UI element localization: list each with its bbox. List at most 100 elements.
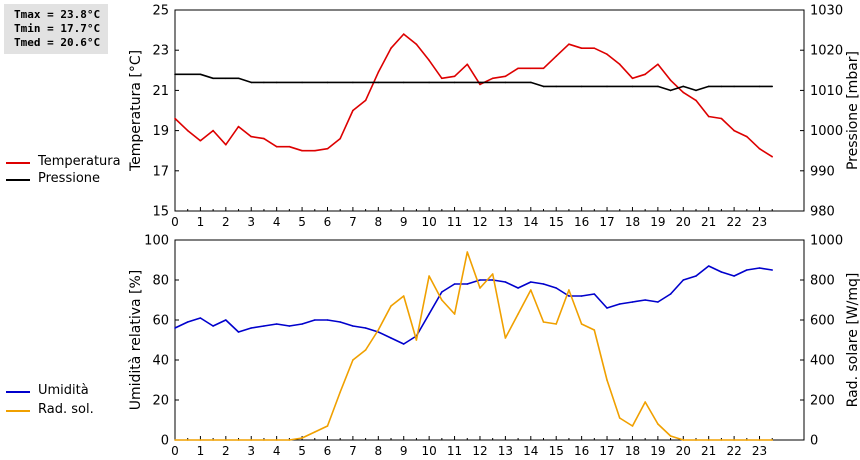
chart1-series-2-point: [606, 85, 608, 88]
chart2-series-1-point: [733, 275, 735, 277]
chart2-series-1-point: [263, 325, 265, 327]
chart2-series-1-point: [314, 319, 316, 321]
chart1-series-2-point: [479, 81, 481, 84]
chart2-series-2-point: [669, 435, 672, 437]
chart1-series-2-point: [237, 77, 240, 80]
chart1-series-2-point: [758, 85, 761, 88]
chart2-series-2-point: [441, 299, 443, 301]
chart2-series-2-point: [491, 273, 494, 275]
chart1-series-2-point: [707, 85, 710, 88]
stats-box: Tmax = 23.8°C Tmin = 17.7°C Tmed = 20.6°…: [4, 4, 108, 54]
legend-label-pressione: Pressione: [38, 171, 101, 186]
chart1-series-1-point: [263, 137, 265, 140]
chart1-series-1-point: [339, 137, 342, 140]
chart1-series-1-point: [530, 67, 532, 70]
chart2-yleft-tick-label: 40: [152, 354, 169, 369]
chart2-series-2-point: [263, 439, 265, 441]
chart1-series-2-point: [250, 81, 252, 84]
chart1-series-1-point: [580, 47, 583, 49]
chart1-series-1-point: [301, 149, 303, 152]
chart2-series-1-point: [288, 325, 291, 327]
legend-label-radsol: Rad. sol.: [38, 402, 94, 417]
chart1-series-2-point: [428, 81, 430, 84]
chart1-series-2-point: [212, 77, 214, 80]
chart2-series-2-point: [758, 439, 761, 441]
chart1-x-tick-label: 14: [523, 215, 538, 229]
chart1-series-1-point: [758, 147, 761, 150]
chart1-yleft-tick-label: 23: [152, 44, 169, 59]
chart1-series-2-point: [225, 77, 227, 80]
chart2-series-2-point: [580, 323, 583, 325]
chart1-series-1-point: [453, 75, 456, 78]
chart1-yright-title: Pressione [mbar]: [845, 51, 860, 170]
chart2-series-2-point: [326, 425, 329, 427]
chart2-series-2-point: [390, 305, 392, 307]
chart2-series-1-point: [606, 307, 608, 309]
chart1-series-1-point: [491, 77, 494, 80]
chart1-series-1-point: [555, 55, 557, 57]
legend-label-temperatura: Temperatura: [38, 154, 121, 169]
chart1-x-tick-label: 6: [324, 215, 332, 229]
chart1-x-tick-label: 4: [273, 215, 281, 229]
chart2-series-2-point: [352, 359, 354, 361]
chart2-x-tick-label: 9: [400, 444, 408, 458]
chart2-series-1-point: [479, 279, 481, 281]
legend-swatch-pressione: [6, 179, 30, 181]
chart2-series-2-point: [453, 313, 456, 315]
chart1-x-tick-label: 11: [447, 215, 462, 229]
chart2-series-2-point: [682, 439, 685, 441]
chart1-series-2-point: [555, 85, 557, 88]
chart1-series-2-point: [377, 81, 380, 84]
chart2-series-1-point: [174, 327, 176, 329]
chart1-series-2-point: [542, 85, 545, 88]
chart1-series-1-point: [390, 47, 392, 49]
chart2-series-2-point: [530, 289, 532, 291]
chart1-series-2-point: [580, 85, 583, 88]
chart2-series-1-point: [720, 271, 723, 273]
chart1-x-tick-label: 5: [298, 215, 306, 229]
chart1-x-tick-label: 7: [349, 215, 357, 229]
chart2-series-1-point: [618, 303, 621, 305]
chart1-series-2-point: [199, 73, 202, 76]
chart2-series-2-point: [695, 439, 697, 441]
chart2-series-2-point: [466, 251, 469, 253]
chart2-series-2-point: [479, 287, 481, 289]
chart2-series-2-point: [364, 349, 367, 351]
stat-tmax: Tmax = 23.8°C: [14, 8, 101, 21]
chart2-series-2-point: [314, 431, 316, 433]
chart2-series-2-point: [746, 439, 748, 441]
chart1-series-1-point: [479, 83, 481, 86]
chart2-x-tick-label: 2: [222, 444, 230, 458]
chart2-series-1-point: [631, 301, 634, 303]
chart2-x-tick-label: 15: [549, 444, 564, 458]
chart2-series-1-point: [225, 319, 227, 321]
chart2-series-1-point: [682, 279, 685, 281]
chart1-x-tick-label: 18: [625, 215, 640, 229]
chart1-series-2-point: [301, 81, 303, 84]
chart1-yleft-tick-label: 25: [152, 4, 169, 19]
chart1-series-1-point: [707, 115, 710, 118]
chart1-x-tick-label: 3: [247, 215, 255, 229]
chart1-series-2-point: [326, 81, 329, 84]
chart2-yright-tick-label: 800: [810, 274, 835, 289]
chart2-series-1-point: [301, 323, 303, 325]
chart1-series-2-point: [504, 81, 507, 84]
chart1-series-1-point: [237, 125, 240, 128]
chart1-yleft-tick-label: 21: [152, 84, 169, 99]
chart1-series-1-point: [517, 67, 519, 70]
chart2-x-tick-label: 23: [752, 444, 767, 458]
chart2-series-1-point: [517, 287, 519, 289]
chart1-x-tick-label: 12: [472, 215, 487, 229]
chart1-series-1-point: [186, 129, 189, 132]
chart2-x-tick-label: 14: [523, 444, 538, 458]
chart1-series-2-point: [174, 73, 176, 76]
chart2-x-tick-label: 8: [374, 444, 382, 458]
chart1-series-1-point: [504, 75, 507, 78]
legend-swatch-umidita: [6, 391, 30, 393]
chart1-series-2-point: [720, 85, 723, 88]
chart2-x-tick-label: 16: [574, 444, 589, 458]
chart1-yright-tick-label: 980: [810, 205, 835, 220]
chart2-series-2-point: [250, 439, 252, 441]
chart1-yright-tick-label: 1020: [810, 44, 843, 59]
chart1-series-1-point: [568, 43, 570, 45]
